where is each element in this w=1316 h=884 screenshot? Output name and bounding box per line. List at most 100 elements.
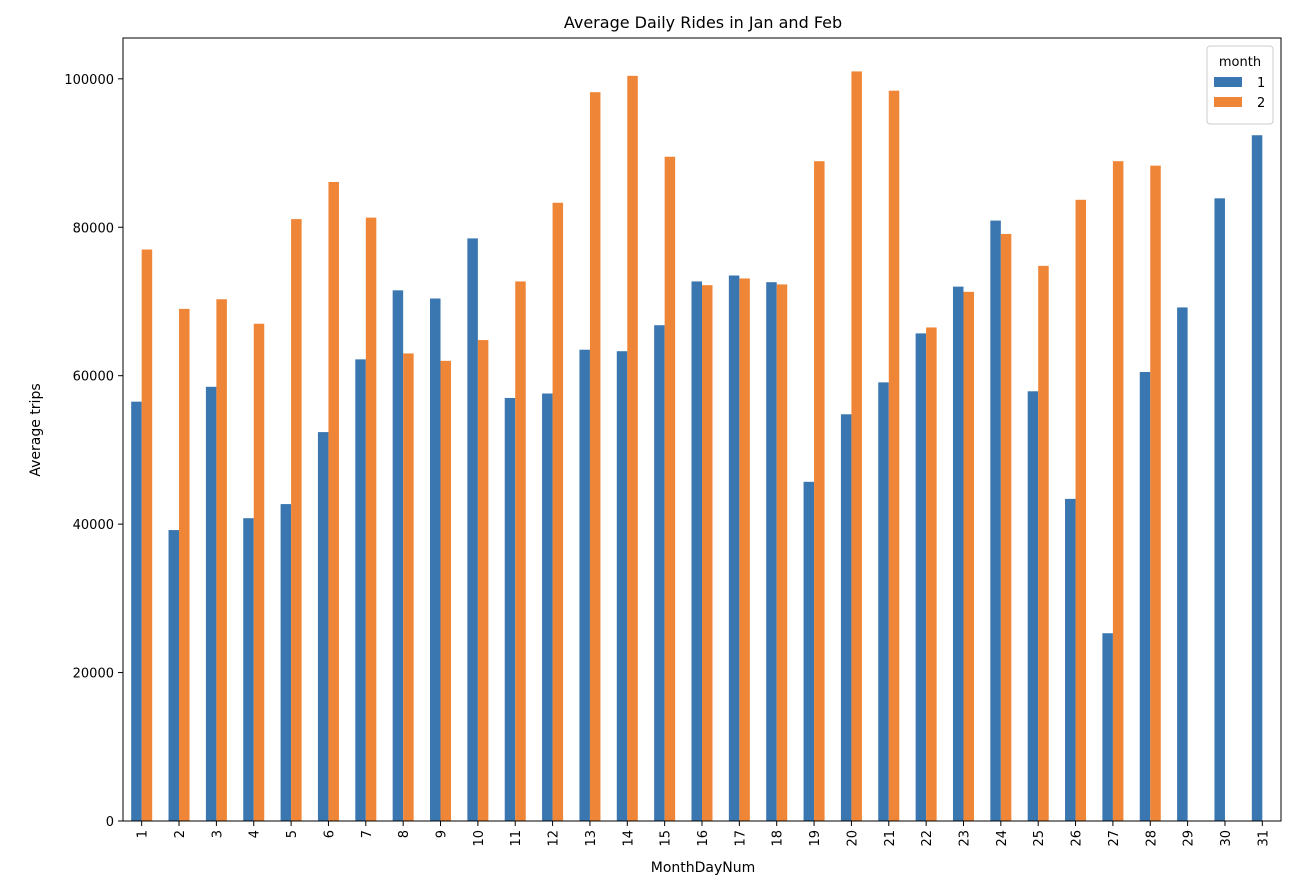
- bar-month-2-day-18: [776, 284, 788, 821]
- bar-month-2-day-4: [253, 323, 265, 821]
- bar-month-1-day-15: [654, 325, 665, 821]
- bar-month-1-day-22: [915, 333, 927, 821]
- bar-month-1-day-20: [840, 414, 852, 821]
- bar-month-1-day-5: [280, 504, 292, 821]
- bar-month-2-day-14: [627, 75, 638, 822]
- x-axis: 1 2 3 4 5 6 7 8 9 10 11 12 13 14 15 16 17 18 19 20 21 22 23 24 2…: [136, 821, 1271, 847]
- bar-month-1-day-23: [952, 286, 964, 821]
- bar-month-2-day-6: [328, 181, 339, 822]
- bar-month-2-day-12: [552, 202, 564, 821]
- y-tick-label: 60000: [73, 370, 114, 385]
- bar-month-1-day-19: [803, 481, 815, 821]
- bar-month-2-day-25: [1038, 265, 1049, 822]
- x-tick-label: 15: [659, 830, 674, 847]
- x-tick-label: 28: [1144, 830, 1159, 847]
- x-tick-label: 27: [1107, 830, 1122, 847]
- bar-month-2-day-28: [1150, 165, 1161, 821]
- bar-month-1-day-28: [1139, 371, 1151, 821]
- bar-month-2-day-10: [477, 340, 489, 821]
- bar-month-2-day-16: [702, 285, 713, 821]
- x-tick-label: 26: [1070, 830, 1085, 847]
- x-tick-label: 2: [173, 830, 188, 838]
- bar-month-2-day-20: [851, 71, 862, 821]
- x-tick-label: 13: [584, 830, 599, 847]
- bar-month-2-day-11: [515, 281, 526, 821]
- legend-label-2: 2: [1257, 96, 1265, 111]
- bar-month-1-day-27: [1102, 633, 1113, 821]
- x-tick-label: 9: [435, 830, 450, 838]
- bar-month-1-day-31: [1251, 135, 1263, 822]
- x-tick-label: 20: [845, 830, 860, 847]
- bar-month-2-day-19: [814, 161, 825, 821]
- x-tick-label: 31: [1256, 830, 1271, 847]
- bar-month-1-day-8: [392, 290, 404, 822]
- bar-month-2-day-26: [1075, 199, 1087, 822]
- x-tick-label: 12: [547, 830, 562, 847]
- bar-month-2-day-7: [365, 217, 377, 822]
- bar-month-1-day-30: [1214, 198, 1225, 821]
- x-tick-label: 18: [771, 830, 786, 847]
- bar-month-1-day-9: [430, 298, 441, 821]
- bar-month-1-day-10: [467, 238, 478, 821]
- bar-month-1-day-29: [1177, 307, 1188, 821]
- y-axis-title: Average trips: [28, 383, 44, 476]
- chart-title: Average Daily Rides in Jan and Feb: [564, 13, 842, 32]
- y-axis: 0 20000 40000 60000 80000 100000: [64, 73, 123, 830]
- bar-month-2-day-27: [1112, 161, 1124, 821]
- x-tick-label: 25: [1032, 830, 1047, 847]
- bars-layer: [131, 71, 1263, 822]
- y-tick-label: 80000: [73, 221, 114, 236]
- x-tick-label: 17: [733, 830, 748, 847]
- x-tick-label: 8: [397, 830, 412, 838]
- x-tick-label: 23: [957, 830, 972, 847]
- bar-month-2-day-22: [926, 327, 937, 821]
- x-tick-label: 1: [136, 830, 151, 838]
- x-tick-label: 6: [322, 830, 337, 838]
- bar-month-2-day-3: [216, 299, 227, 821]
- y-tick-label: 100000: [64, 73, 114, 88]
- bar-month-1-day-14: [616, 351, 628, 821]
- y-tick-label: 20000: [73, 667, 114, 682]
- bar-month-1-day-13: [579, 349, 590, 821]
- x-tick-label: 11: [509, 830, 524, 847]
- legend: month 1 2: [1206, 45, 1274, 125]
- bar-month-1-day-18: [766, 282, 777, 821]
- bar-month-1-day-16: [691, 281, 702, 821]
- bar-month-1-day-24: [990, 220, 1001, 821]
- bar-month-2-day-9: [440, 360, 452, 821]
- x-tick-label: 21: [883, 830, 898, 847]
- legend-label-1: 1: [1257, 76, 1265, 91]
- legend-swatch-2: [1214, 97, 1242, 107]
- bar-month-2-day-5: [291, 219, 302, 822]
- bar-month-2-day-24: [1000, 233, 1012, 821]
- legend-swatch-1: [1214, 77, 1242, 87]
- bar-month-1-day-1: [131, 401, 142, 821]
- x-tick-label: 4: [248, 830, 263, 838]
- bar-month-2-day-8: [403, 353, 414, 821]
- x-tick-label: 22: [920, 830, 935, 847]
- bar-month-2-day-17: [739, 278, 750, 822]
- y-tick-label: 40000: [73, 518, 114, 533]
- y-tick-label: 0: [106, 815, 114, 830]
- x-axis-title: MonthDayNum: [651, 860, 756, 876]
- bar-month-1-day-3: [205, 386, 217, 821]
- bar-month-1-day-17: [728, 275, 740, 821]
- bar-month-1-day-11: [504, 397, 516, 821]
- bar-month-1-day-26: [1065, 498, 1076, 821]
- x-tick-label: 14: [621, 830, 636, 847]
- bar-month-1-day-21: [878, 382, 889, 821]
- bar-month-1-day-4: [243, 518, 254, 821]
- bar-month-1-day-25: [1027, 391, 1039, 821]
- x-tick-label: 5: [285, 830, 300, 838]
- x-tick-label: 30: [1219, 830, 1234, 847]
- bar-month-1-day-6: [317, 432, 329, 821]
- x-tick-label: 29: [1182, 830, 1197, 847]
- bar-month-1-day-7: [355, 359, 366, 821]
- x-tick-label: 3: [210, 830, 225, 838]
- bar-month-2-day-1: [141, 249, 153, 821]
- bar-month-2-day-2: [179, 308, 190, 821]
- x-tick-label: 10: [472, 830, 487, 847]
- x-tick-label: 16: [696, 830, 711, 847]
- x-tick-label: 7: [360, 830, 375, 838]
